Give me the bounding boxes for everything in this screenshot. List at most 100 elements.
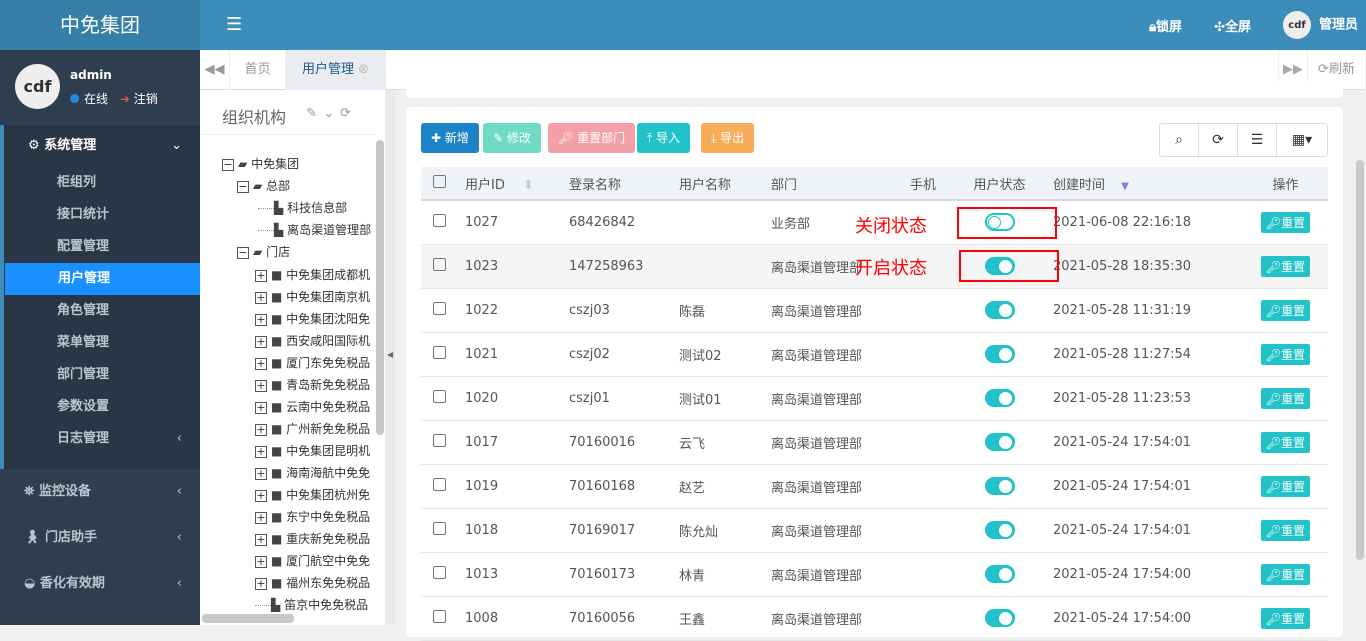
sidebar-item[interactable]: 用户管理 [5, 263, 200, 295]
status-toggle[interactable] [984, 301, 1015, 319]
sidebar-item[interactable]: 角色管理 [57, 303, 110, 318]
search-icon[interactable]: ⌕ [1160, 124, 1199, 156]
status-toggle[interactable] [984, 565, 1015, 583]
scroll-right-icon[interactable]: ▶▶ [1278, 50, 1308, 90]
refresh-icon[interactable]: ⟳ [340, 106, 357, 121]
table-row[interactable]: 1018 70169017 陈允灿 离岛渠道管理部 2021-05-24 17:54:0… [421, 508, 1328, 553]
select-all-checkbox[interactable] [433, 174, 446, 188]
expand-icon[interactable]: + [255, 356, 267, 370]
expand-icon[interactable]: + [255, 466, 267, 480]
tab-user-management[interactable]: 用户管理 ⊗ [286, 50, 386, 90]
collapse-arrow-icon[interactable]: ◀ [387, 350, 394, 359]
sidebar-item[interactable]: 配置管理 [57, 239, 110, 254]
add-button[interactable]: ✚ 新增 [421, 123, 479, 153]
tree-node[interactable]: + ■ 西安咸阳国际机 [255, 334, 371, 348]
sidebar-item[interactable]: 接口统计 [57, 207, 110, 222]
expand-icon[interactable]: + [255, 488, 267, 502]
tree-node[interactable]: ▙ 科技信息部 [258, 197, 347, 219]
scroll-left-icon[interactable]: ◀◀ [200, 50, 230, 90]
tree-node[interactable]: + ■ 中免集团沈阳免 [255, 312, 371, 326]
expand-icon[interactable]: + [255, 312, 267, 326]
row-checkbox[interactable] [433, 609, 446, 623]
tree-node[interactable]: − ▰ 中免集团 [222, 157, 300, 171]
table-row[interactable]: 1023 147258963 离岛渠道管理部 2021-05-28 18:35:30 🔑… [421, 244, 1328, 289]
status-toggle[interactable] [984, 477, 1015, 495]
user-menu[interactable]: cdf 管理员 [1282, 11, 1358, 39]
panel-splitter[interactable]: ◀ [385, 90, 395, 625]
tree-node[interactable]: + ■ 中免集团南京机 [255, 290, 371, 304]
status-toggle[interactable] [984, 213, 1015, 232]
expand-icon[interactable]: + [255, 268, 267, 282]
tree-node[interactable]: ▙ 离岛渠道管理部 [258, 219, 371, 241]
tree-node[interactable]: + ■ 海南海航中免免 [255, 466, 371, 480]
tree-node[interactable]: ▙ 笛京中免免税品 [255, 594, 368, 616]
status-toggle[interactable] [984, 389, 1015, 407]
status-toggle[interactable] [984, 257, 1015, 275]
tree-node[interactable]: + ■ 重庆新免免税品 [255, 532, 371, 546]
reset-password-button[interactable]: 🔑︎重置 [1260, 343, 1311, 365]
edit-button[interactable]: ✎ 修改 [483, 123, 541, 153]
tree-node[interactable]: + ■ 中免集团成都机 [255, 268, 371, 282]
reset-password-button[interactable]: 🔑︎重置 [1260, 563, 1311, 585]
reset-password-button[interactable]: 🔑︎重置 [1260, 255, 1311, 277]
tree-node[interactable]: − ▰ 总部 [237, 179, 291, 193]
col-created[interactable]: 创建时间 ▼ [1053, 167, 1243, 201]
status-toggle[interactable] [984, 433, 1015, 451]
table-row[interactable]: 1008 70160056 王鑫 离岛渠道管理部 2021-05-24 17:54:00… [421, 596, 1328, 641]
edit-icon[interactable]: ✎ [306, 106, 324, 121]
sidebar-item[interactable]: 日志管理 ‹ [4, 423, 200, 455]
collapse-icon[interactable]: − [222, 157, 234, 171]
sidebar-item[interactable]: 部门管理 [57, 367, 110, 382]
status-toggle[interactable] [984, 521, 1015, 539]
expand-icon[interactable]: + [255, 510, 267, 524]
row-checkbox[interactable] [433, 521, 446, 535]
status-toggle[interactable] [984, 345, 1015, 363]
expand-icon[interactable]: + [255, 334, 267, 348]
expand-icon[interactable]: + [255, 378, 267, 392]
reset-password-button[interactable]: 🔑︎重置 [1260, 519, 1311, 541]
sidebar-menu[interactable]: ⛯ 监控设备 ‹ [0, 469, 200, 515]
row-checkbox[interactable] [433, 301, 446, 315]
lock-screen-button[interactable]: 🔒︎锁屏 [1149, 19, 1183, 35]
sidebar-item[interactable]: 菜单管理 [57, 335, 110, 350]
expand-icon[interactable]: + [255, 290, 267, 304]
tree-node[interactable]: + ■ 福州东免免税品 [255, 576, 371, 590]
close-icon[interactable]: ⊗ [358, 62, 370, 77]
reset-password-button[interactable]: 🔑︎重置 [1260, 211, 1311, 233]
reset-dept-button[interactable]: 🔑︎ 重置部门 [548, 123, 636, 153]
tree-scrollbar[interactable] [376, 140, 384, 435]
list-view-icon[interactable]: ☰ [1238, 124, 1277, 156]
tree-node[interactable]: − ▰ 门店 [237, 245, 291, 259]
expand-icon[interactable]: + [255, 554, 267, 568]
status-toggle[interactable] [984, 609, 1015, 627]
import-button[interactable]: ⤒ 导入 [637, 123, 691, 153]
table-row[interactable]: 1019 70160168 赵艺 离岛渠道管理部 2021-05-24 17:54:01… [421, 464, 1328, 509]
expand-icon[interactable]: + [255, 444, 267, 458]
tab-home[interactable]: 首页 [230, 50, 286, 90]
sidebar-menu[interactable]: ◒ 香化有效期 ‹ [0, 561, 200, 607]
collapse-icon[interactable]: ⌄ [323, 106, 341, 121]
table-row[interactable]: 1013 70160173 林青 离岛渠道管理部 2021-05-24 17:54:00… [421, 552, 1328, 597]
expand-icon[interactable]: + [255, 576, 267, 590]
row-checkbox[interactable] [433, 213, 446, 227]
row-checkbox[interactable] [433, 389, 446, 403]
tree-node[interactable]: + ■ 青岛新免免税品 [255, 378, 371, 392]
collapse-icon[interactable]: − [237, 245, 249, 259]
tree-node[interactable]: + ■ 中免集团杭州免 [255, 488, 371, 502]
tree-node[interactable]: + ■ 厦门航空中免免 [255, 554, 371, 568]
columns-icon[interactable]: ▦▾ [1291, 132, 1313, 148]
row-checkbox[interactable] [433, 433, 446, 447]
tree-horizontal-scrollbar[interactable] [202, 614, 294, 623]
tree-node[interactable]: + ■ 中免集团昆明机 [255, 444, 371, 458]
expand-icon[interactable]: + [255, 400, 267, 414]
tree-node[interactable]: + ■ 东宁中免免税品 [255, 510, 371, 524]
row-checkbox[interactable] [433, 257, 446, 271]
refresh-icon[interactable]: ⟳ [1199, 124, 1238, 156]
tree-node[interactable]: + ■ 云南中免免税品 [255, 400, 371, 414]
reset-password-button[interactable]: 🔑︎重置 [1260, 387, 1311, 409]
fullscreen-button[interactable]: ✣全屏 [1214, 19, 1251, 35]
table-row[interactable]: 1021 cszj02 测试02 离岛渠道管理部 2021-05-28 11:27:54… [421, 332, 1328, 377]
col-user-id[interactable]: 用户ID ⬍ [465, 167, 569, 201]
table-row[interactable]: 1017 70160016 云飞 离岛渠道管理部 2021-05-24 17:54:01… [421, 420, 1328, 465]
collapse-icon[interactable]: − [237, 179, 249, 193]
